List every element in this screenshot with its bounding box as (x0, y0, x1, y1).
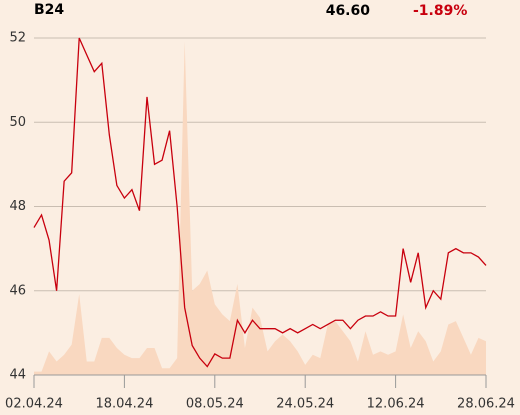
symbol: B24 (34, 2, 64, 18)
last-price: 46.60 (326, 3, 371, 19)
x-tick-label: 02.04.24 (5, 397, 63, 412)
y-tick-label: 52 (9, 31, 26, 46)
volume-area (34, 41, 486, 376)
y-tick-label: 50 (9, 115, 26, 130)
x-tick-label: 18.04.24 (95, 397, 153, 412)
x-tick-label: 08.05.24 (186, 397, 244, 412)
y-tick-label: 48 (9, 199, 26, 214)
price-change: -1.89% (413, 3, 467, 19)
price-line (33, 37, 487, 368)
y-tick-label: 44 (9, 368, 26, 383)
x-tick-label: 12.06.24 (367, 397, 425, 412)
x-tick-label: 24.05.24 (276, 397, 334, 412)
y-tick-label: 46 (9, 283, 26, 298)
x-tick-label: 28.06.24 (457, 397, 515, 412)
